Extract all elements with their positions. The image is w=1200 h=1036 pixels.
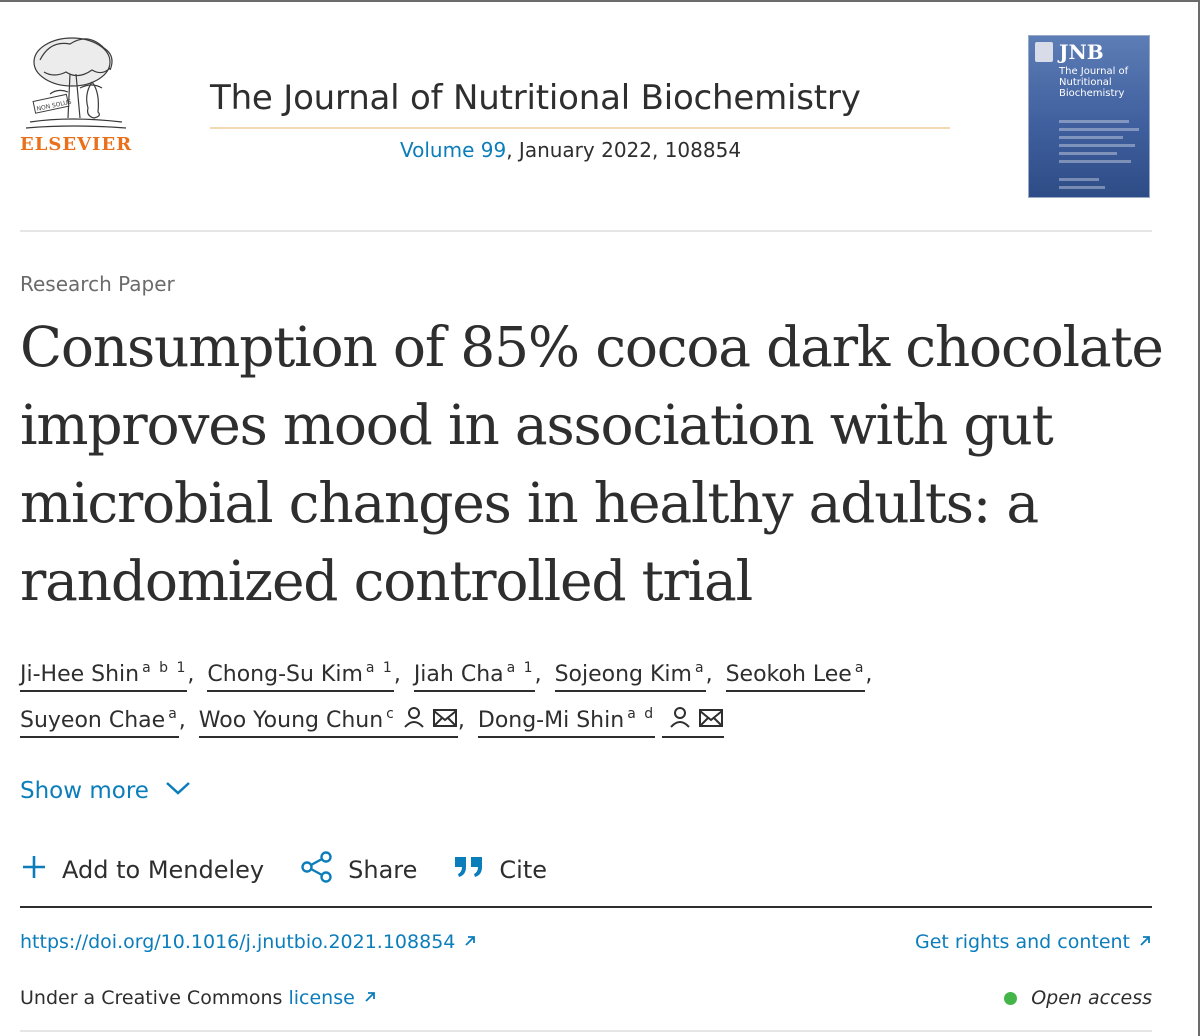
author-affiliation: c: [386, 706, 396, 722]
author-affiliation: a: [694, 660, 706, 676]
author-name: Jiah Cha: [413, 662, 504, 687]
author-link[interactable]: Suyeon Chae a: [20, 706, 179, 738]
author-link[interactable]: Seokoh Lee a: [725, 660, 866, 692]
issue-info: , January 2022, 108854: [506, 138, 742, 162]
author-affiliation: a b 1: [142, 660, 188, 676]
cover-text-line: [1059, 128, 1139, 131]
share-label: Share: [348, 856, 418, 884]
journal-cover-image[interactable]: JNB The Journal of Nutritional Biochemis…: [1028, 35, 1150, 198]
author-affiliation: a: [168, 706, 179, 722]
author-name: Dong-Mi Shin: [477, 708, 625, 733]
share-icon: [300, 850, 334, 890]
author-link[interactable]: Ji-Hee Shin a b 1: [20, 660, 188, 692]
volume-issue-line: Volume 99, January 2022, 108854: [400, 138, 741, 162]
cover-text-line: [1059, 136, 1123, 139]
show-more-label: Show more: [20, 778, 149, 804]
external-link-icon: [363, 987, 377, 1009]
cover-text-line: [1059, 160, 1131, 163]
window-right-border: [1198, 0, 1200, 1036]
external-link-icon: [1138, 931, 1152, 953]
add-to-mendeley-button[interactable]: Add to Mendeley: [20, 853, 264, 887]
plus-icon: [20, 853, 48, 887]
author-link[interactable]: Jiah Cha a 1: [413, 660, 535, 692]
header-divider: [20, 230, 1152, 232]
cover-text-line: [1059, 178, 1099, 181]
author-affiliation: a 1: [365, 660, 394, 676]
bottom-divider: [20, 1030, 1152, 1032]
license-link-label: license: [288, 987, 355, 1009]
envelope-icon: [698, 700, 724, 746]
cover-title: The Journal of Nutritional Biochemistry: [1059, 66, 1129, 99]
window-top-border: [0, 0, 1200, 2]
license-prefix: Under a Creative Commons: [20, 987, 289, 1009]
get-rights-link[interactable]: Get rights and content: [915, 931, 1152, 953]
author-affiliation: a 1: [506, 660, 535, 676]
person-icon: [668, 700, 692, 746]
article-actions: Add to Mendeley Share Cite: [20, 850, 547, 890]
cite-label: Cite: [499, 856, 548, 884]
author-name: Suyeon Chae: [20, 708, 166, 733]
cover-text-line: [1059, 152, 1117, 155]
author-list: Ji-Hee Shin a b 1, Chong-Su Kim a 1, Jiah …: [20, 652, 1170, 746]
author-link[interactable]: Dong-Mi Shin a d: [477, 706, 656, 738]
add-to-mendeley-label: Add to Mendeley: [62, 856, 265, 884]
cover-publisher-logo: [1035, 42, 1053, 62]
actions-divider: [20, 906, 1152, 908]
show-more-button[interactable]: Show more: [20, 778, 193, 804]
envelope-icon: [432, 700, 458, 746]
elsevier-tree-logo[interactable]: NON SOLUS: [20, 32, 132, 160]
open-access-badge: Open access: [1004, 987, 1152, 1009]
cover-text-line: [1059, 186, 1105, 189]
journal-title-underline: [210, 127, 950, 129]
volume-link[interactable]: Volume 99: [400, 138, 507, 162]
cover-text-line: [1059, 120, 1129, 123]
person-icon: [402, 700, 426, 746]
corresponding-author-contact[interactable]: [662, 707, 725, 738]
author-affiliation: a: [854, 660, 866, 676]
author-link[interactable]: Woo Young Chun c: [198, 706, 458, 738]
license-link[interactable]: license: [288, 987, 376, 1009]
author-name: Woo Young Chun: [198, 708, 384, 733]
author-link[interactable]: Sojeong Kim a: [554, 660, 706, 692]
open-access-dot-icon: [1004, 991, 1018, 1005]
article-title: Consumption of 85% cocoa dark chocolate …: [20, 315, 1164, 613]
cite-button[interactable]: Cite: [453, 853, 547, 887]
author-name: Ji-Hee Shin: [20, 662, 140, 687]
open-access-label: Open access: [1031, 987, 1152, 1009]
author-name: Sojeong Kim: [554, 662, 692, 687]
author-link[interactable]: Chong-Su Kim a 1: [207, 660, 394, 692]
license-line: Under a Creative Commons license: [20, 987, 377, 1009]
article-type: Research Paper: [20, 272, 175, 296]
chevron-down-icon: [163, 778, 193, 804]
doi-text: https://doi.org/10.1016/j.jnutbio.2021.1…: [20, 931, 456, 953]
journal-title[interactable]: The Journal of Nutritional Biochemistry: [210, 78, 861, 118]
get-rights-label: Get rights and content: [914, 931, 1130, 953]
external-link-icon: [463, 931, 477, 953]
author-name: Seokoh Lee: [725, 662, 852, 687]
author-name: Chong-Su Kim: [207, 662, 363, 687]
cover-text-line: [1059, 144, 1135, 147]
doi-link[interactable]: https://doi.org/10.1016/j.jnutbio.2021.1…: [20, 931, 477, 953]
author-affiliation: a d: [627, 706, 656, 722]
quote-icon: [453, 853, 485, 887]
share-button[interactable]: Share: [300, 850, 417, 890]
publisher-name[interactable]: ELSEVIER: [20, 134, 133, 155]
cover-abbrev: JNB: [1059, 40, 1104, 64]
